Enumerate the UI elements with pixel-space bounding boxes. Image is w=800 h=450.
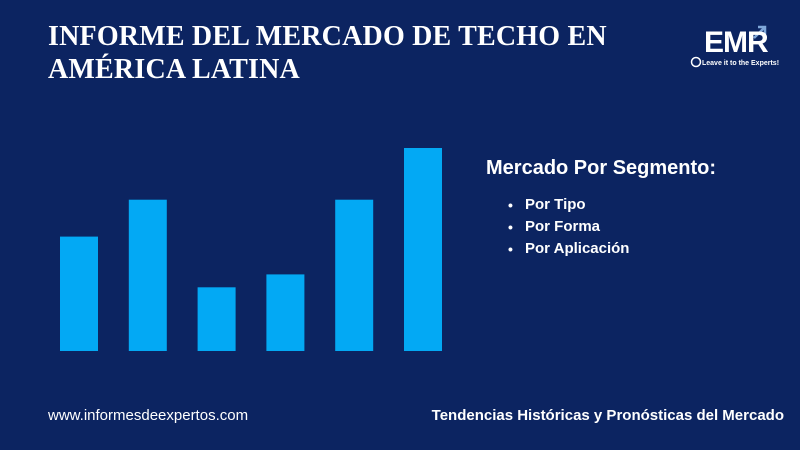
logo-tagline: Leave it to the Experts! (702, 60, 780, 67)
footer-tagline: Tendencias Históricas y Pronósticas del … (431, 407, 784, 424)
segment-item: • Por Tipo (508, 194, 786, 216)
globe-dot-icon (690, 56, 702, 68)
bullet: • (508, 241, 513, 257)
bar-3 (197, 287, 236, 351)
bullet: • (508, 197, 513, 213)
bar-1 (60, 236, 98, 351)
segment-title: Mercado Por Segmento: (486, 157, 717, 179)
bar-chart (60, 148, 442, 351)
logo-text: EMR (704, 26, 769, 59)
page-title: INFORME DEL MERCADO DE TECHO EN AMÉRICA … (48, 20, 648, 86)
segment-panel: Mercado Por Segmento: • Por Tipo • Por For… (486, 157, 786, 260)
title-line-1: INFORME DEL MERCADO DE TECHO EN (48, 21, 607, 52)
arrow-up-right-icon (753, 25, 767, 39)
segment-item: • Por Forma (508, 216, 786, 238)
bullet: • (508, 219, 513, 235)
bar-5 (335, 199, 374, 351)
emr-logo: EMR Leave it to the Experts! (688, 22, 784, 76)
segment-list: • Por Tipo • Por Forma • Por Aplicación (486, 194, 786, 260)
segment-item: • Por Aplicación (508, 238, 786, 260)
bar-2 (128, 199, 167, 351)
bar-6 (404, 148, 442, 351)
title-line-2: AMÉRICA LATINA (48, 54, 300, 85)
website-link[interactable]: www.informesdeexpertos.com (48, 407, 249, 424)
bar-4 (266, 274, 305, 351)
